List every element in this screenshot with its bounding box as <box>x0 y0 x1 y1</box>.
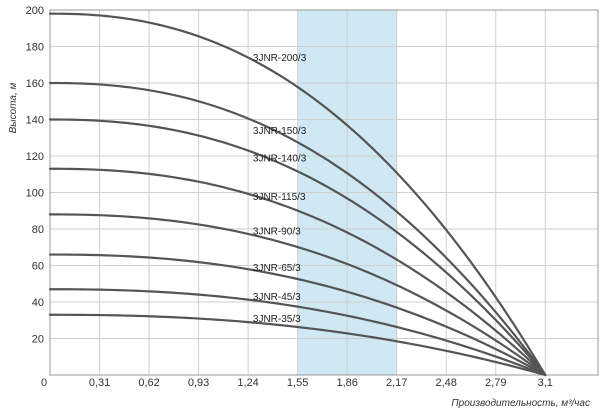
series-label-layer: 3JNR-200/3 3JNR-150/3 3JNR-140/3 3JNR-115/3… <box>253 53 307 325</box>
series-line-3JNR-200/3 <box>48 12 547 377</box>
y-tick-label: 120 <box>26 151 44 163</box>
x-axis-title: Производительность, м³/час <box>451 398 590 409</box>
x-tick-label: 2,17 <box>386 377 407 389</box>
y-tick-label: 200 <box>26 5 44 17</box>
y-axis-title: Высота, м <box>8 82 19 133</box>
x-tick-label: 1,24 <box>237 377 258 389</box>
series-label-3JNR-150/3: 3JNR-150/3 <box>253 126 307 137</box>
x-tick-label: 2,48 <box>436 377 457 389</box>
series-label-3JNR-90/3: 3JNR-90/3 <box>253 226 301 237</box>
series-line-3JNR-90/3 <box>48 213 547 377</box>
x-tick-label: 0 <box>41 377 47 389</box>
x-tick-label: 2,79 <box>485 377 506 389</box>
series-line-3JNR-115/3 <box>48 167 547 377</box>
y-tick-label: 100 <box>26 188 44 200</box>
series-label-3JNR-65/3: 3JNR-65/3 <box>253 263 301 274</box>
y-tick-label: 40 <box>32 297 44 309</box>
y-tick-label: 160 <box>26 78 44 90</box>
x-tick-label: 0,31 <box>89 377 110 389</box>
series-label-3JNR-35/3: 3JNR-35/3 <box>253 314 301 325</box>
x-tick-label: 1,86 <box>336 377 357 389</box>
series-label-3JNR-115/3: 3JNR-115/3 <box>253 192 306 203</box>
x-tick-label: 0,62 <box>138 377 159 389</box>
series-line-3JNR-150/3 <box>48 81 547 377</box>
y-tick-label: 60 <box>32 261 44 273</box>
y-tick-label: 180 <box>26 42 44 54</box>
x-tick-label: 1,55 <box>287 377 308 389</box>
tick-label-layer: 20 40 60 80 100 120 140 160 180 200 0 0,31 0,62 0,93 1… <box>26 5 553 389</box>
series-label-3JNR-200/3: 3JNR-200/3 <box>253 53 307 64</box>
plot-frame <box>49 9 599 376</box>
series-line-3JNR-35/3 <box>48 313 547 377</box>
y-tick-label: 80 <box>32 224 44 236</box>
series-label-3JNR-140/3: 3JNR-140/3 <box>253 153 307 164</box>
series-line-3JNR-140/3 <box>48 118 547 377</box>
series-label-3JNR-45/3: 3JNR-45/3 <box>253 292 301 303</box>
x-tick-label: 3,1 <box>538 377 553 389</box>
y-tick-label: 140 <box>26 115 44 127</box>
curve-layer <box>48 12 547 377</box>
series-line-3JNR-65/3 <box>48 253 547 377</box>
x-tick-label: 0,93 <box>188 377 209 389</box>
series-line-3JNR-45/3 <box>48 288 547 377</box>
y-tick-label: 20 <box>32 334 44 346</box>
